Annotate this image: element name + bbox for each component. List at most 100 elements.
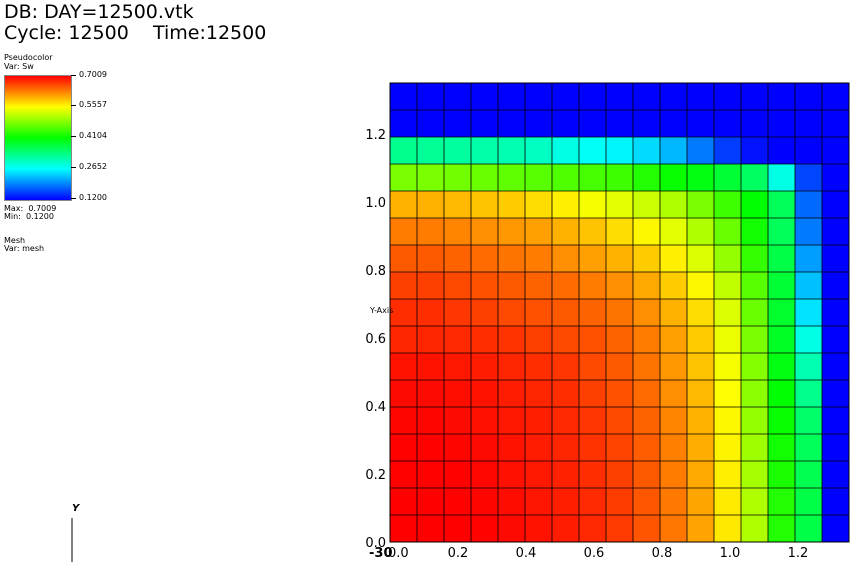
- y-axis: 0.0 0.2 0.4 0.6 0.8 1.0 1.2: [365, 128, 386, 551]
- heatmap-cell: [714, 83, 742, 111]
- heatmap-cell: [687, 353, 715, 381]
- heatmap-cell: [579, 137, 607, 165]
- heatmap-cell: [444, 461, 472, 489]
- heatmap-cell: [552, 299, 580, 327]
- heatmap-cell: [444, 272, 472, 300]
- heatmap-cell: [660, 164, 688, 192]
- heatmap-cell: [606, 299, 634, 327]
- y-tick-label: 1.2: [365, 128, 386, 143]
- heatmap-cell: [444, 137, 472, 165]
- heatmap-cell: [795, 272, 823, 300]
- colorbar-tick-label: 0.4104: [79, 131, 107, 140]
- heatmap-cell: [417, 110, 445, 138]
- heatmap-cell: [768, 218, 796, 246]
- heatmap-cell: [822, 488, 850, 516]
- heatmap-cell: [579, 353, 607, 381]
- heatmap-cell: [444, 326, 472, 354]
- heatmap-cell: [444, 245, 472, 273]
- heatmap-cell: [822, 164, 850, 192]
- heatmap-cell: [525, 515, 553, 543]
- plot-frame: [389, 82, 850, 543]
- heatmap-cell: [525, 245, 553, 273]
- heatmap-cell: [552, 245, 580, 273]
- heatmap-cell: [579, 110, 607, 138]
- heatmap-cell: [714, 191, 742, 219]
- heatmap-cell: [660, 380, 688, 408]
- colorbar-tick-label: 0.2652: [79, 162, 107, 171]
- heatmap-cell: [552, 110, 580, 138]
- heatmap-cell: [444, 191, 472, 219]
- heatmap-cell: [687, 272, 715, 300]
- y-tick-label: 0.4: [365, 400, 386, 415]
- heatmap-cell: [444, 299, 472, 327]
- heatmap-cell: [660, 245, 688, 273]
- heatmap-cell: [498, 326, 526, 354]
- heatmap-cell: [768, 137, 796, 165]
- heatmap-cell: [525, 137, 553, 165]
- heatmap-cell: [795, 326, 823, 354]
- heatmap-cell: [741, 515, 769, 543]
- heatmap-cell: [714, 326, 742, 354]
- heatmap-cell: [768, 461, 796, 489]
- heatmap-cell: [822, 137, 850, 165]
- heatmap-cell: [498, 218, 526, 246]
- heatmap-cell: [633, 407, 661, 435]
- heatmap-cell: [471, 164, 499, 192]
- heatmap-cell: [390, 515, 418, 543]
- heatmap-cell: [498, 164, 526, 192]
- heatmap-cell: [795, 461, 823, 489]
- heatmap-cell: [822, 434, 850, 462]
- heatmap-cell: [687, 326, 715, 354]
- heatmap-cell: [768, 326, 796, 354]
- heatmap-cell: [741, 299, 769, 327]
- heatmap-cell: [444, 110, 472, 138]
- heatmap-cell: [660, 299, 688, 327]
- heatmap-cell: [606, 245, 634, 273]
- heatmap-cell: [390, 434, 418, 462]
- heatmap-cell: [471, 461, 499, 489]
- heatmap-cell: [606, 434, 634, 462]
- heatmap-cell: [795, 218, 823, 246]
- heatmap-cell: [417, 515, 445, 543]
- heatmap-cell: [525, 272, 553, 300]
- heatmap-cell: [687, 488, 715, 516]
- heatmap-cell: [768, 191, 796, 219]
- heatmap-cell: [525, 434, 553, 462]
- heatmap-cell: [579, 407, 607, 435]
- heatmap-cell: [552, 218, 580, 246]
- heatmap-cell: [714, 488, 742, 516]
- heatmap-cell: [552, 164, 580, 192]
- heatmap-cell: [471, 515, 499, 543]
- y-tick-label: 0.2: [365, 468, 386, 483]
- x-tick-label: 0.0: [388, 546, 409, 561]
- heatmap-cell: [795, 191, 823, 219]
- heatmap-cell: [390, 83, 418, 111]
- heatmap-cell: [714, 407, 742, 435]
- heatmap-cell: [768, 488, 796, 516]
- heatmap-cell: [687, 407, 715, 435]
- heatmap-cell: [660, 407, 688, 435]
- x-axis: 0.2 0.4 0.6 0.8 1.0 1.2 0.0: [388, 546, 808, 561]
- heatmap-cell: [552, 407, 580, 435]
- mesh-title: Mesh: [4, 236, 26, 245]
- heatmap-cell: [444, 380, 472, 408]
- heatmap-cell: [390, 272, 418, 300]
- heatmap-cell: [552, 83, 580, 111]
- heatmap-cell: [390, 191, 418, 219]
- heatmap-cell: [795, 353, 823, 381]
- heatmap-cell: [660, 218, 688, 246]
- heatmap-cell: [768, 434, 796, 462]
- heatmap-cell: [498, 353, 526, 381]
- heatmap-cell: [687, 137, 715, 165]
- heatmap-cell: [633, 326, 661, 354]
- heatmap-cell: [741, 353, 769, 381]
- heatmap-cell: [390, 407, 418, 435]
- heatmap-cell: [417, 434, 445, 462]
- heatmap-cell: [660, 515, 688, 543]
- heatmap-cell: [525, 461, 553, 489]
- heatmap-cell: [552, 380, 580, 408]
- heatmap-cell: [390, 353, 418, 381]
- x-tick-label: 1.2: [788, 546, 809, 561]
- colorbar-tick-label: 0.5557: [79, 100, 107, 109]
- heatmap-cell: [498, 380, 526, 408]
